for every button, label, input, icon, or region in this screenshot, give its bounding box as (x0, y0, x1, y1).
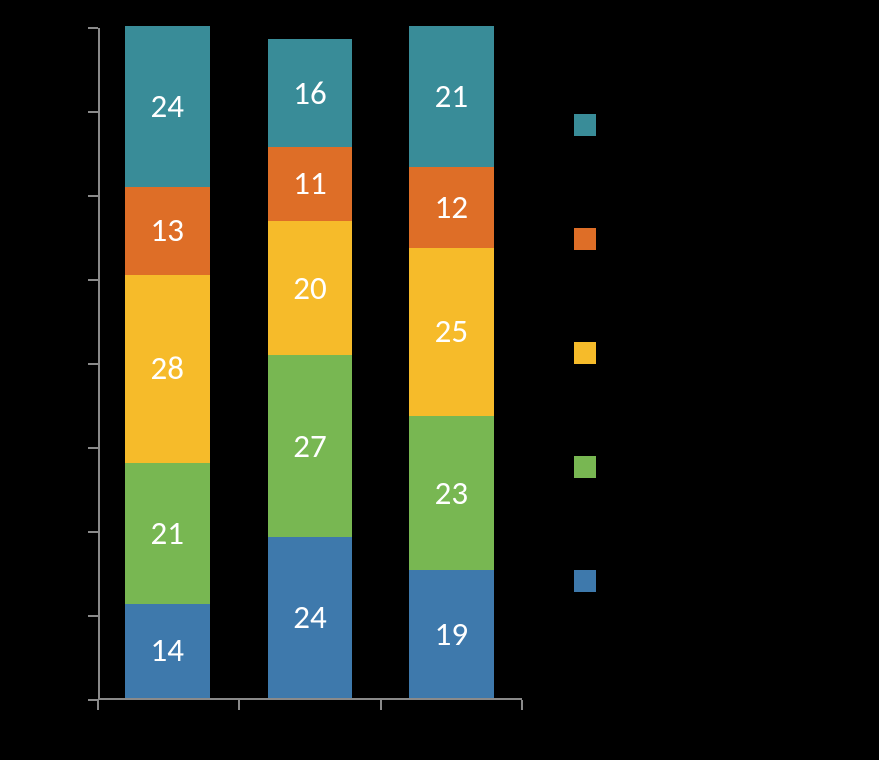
y-tick (88, 195, 98, 197)
bar-segment: 16 (268, 39, 353, 147)
plot-area: 14 21 28 13 24 24 27 20 11 16 19 23 25 12 21 (98, 28, 522, 700)
bar-segment: 21 (409, 26, 494, 167)
segment-value: 21 (435, 80, 468, 113)
bar-segment: 21 (125, 463, 210, 604)
stacked-bar-chart: 14 21 28 13 24 24 27 20 11 16 19 23 25 12 21 (0, 0, 879, 760)
segment-value: 19 (435, 618, 468, 651)
bar-segment: 13 (125, 187, 210, 274)
legend-swatch (574, 228, 596, 250)
x-tick (521, 700, 523, 710)
x-tick (97, 700, 99, 710)
bar-segment: 11 (268, 147, 353, 221)
bar-segment: 19 (409, 570, 494, 698)
segment-value: 25 (435, 315, 468, 348)
segment-value: 24 (293, 601, 326, 634)
segment-value: 27 (293, 430, 326, 463)
y-tick (88, 111, 98, 113)
legend-swatch (574, 570, 596, 592)
bar-segment: 27 (268, 355, 353, 536)
legend-swatch (574, 342, 596, 364)
y-tick (88, 531, 98, 533)
y-axis (98, 28, 100, 700)
segment-value: 14 (151, 634, 184, 667)
y-tick (88, 615, 98, 617)
segment-value: 12 (435, 191, 468, 224)
segment-value: 11 (293, 167, 326, 200)
segment-value: 20 (293, 272, 326, 305)
bar-segment: 23 (409, 416, 494, 571)
bar-segment: 14 (125, 604, 210, 698)
y-tick (88, 447, 98, 449)
bar-segment: 28 (125, 275, 210, 463)
bar: 19 23 25 12 21 (409, 26, 494, 698)
x-axis (98, 698, 522, 700)
segment-value: 24 (151, 90, 184, 123)
x-tick (380, 700, 382, 710)
segment-value: 28 (151, 352, 184, 385)
segment-value: 21 (151, 517, 184, 550)
y-tick (88, 279, 98, 281)
legend-swatch (574, 114, 596, 136)
bar-segment: 24 (268, 537, 353, 698)
bar-segment: 24 (125, 26, 210, 187)
y-tick (88, 363, 98, 365)
bar-segment: 25 (409, 248, 494, 416)
segment-value: 13 (151, 214, 184, 247)
bar-segment: 12 (409, 167, 494, 248)
bar: 14 21 28 13 24 (125, 26, 210, 698)
y-tick (88, 27, 98, 29)
segment-value: 23 (435, 477, 468, 510)
bar-segment: 20 (268, 221, 353, 355)
bar: 24 27 20 11 16 (268, 39, 353, 698)
x-tick (238, 700, 240, 710)
segment-value: 16 (293, 77, 326, 110)
legend-swatch (574, 456, 596, 478)
